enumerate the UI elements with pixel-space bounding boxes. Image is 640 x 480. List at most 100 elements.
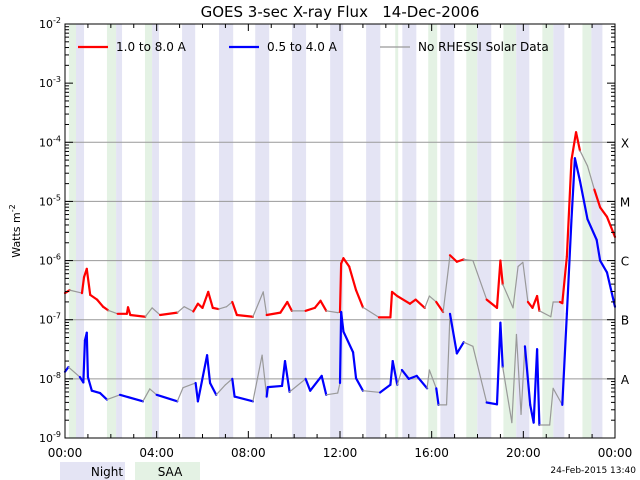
long-channel-segment [159,311,179,317]
short-channel-segment [215,384,227,396]
short-channel-segment [288,378,307,393]
long-channel-segment [342,257,351,268]
short-channel-segment [337,382,341,394]
short-channel-segment [82,339,87,384]
long-channel-segment [313,299,322,309]
long-channel-segment [593,188,602,209]
flux-series [63,131,617,427]
short-channel-segment [445,313,451,406]
night-band [219,24,234,438]
short-channel-segment [85,331,90,379]
short-channel-segment [407,374,418,380]
long-channel-segment [319,299,328,312]
long-channel-segment [68,289,83,294]
x-tick-label: 08:00 [231,446,266,460]
short-channel-segment [149,388,158,396]
flare-class-labels: X M C B A [620,136,630,387]
night-band [516,24,530,438]
long-channel-segment [265,311,282,317]
short-channel-segment [63,365,70,373]
short-channel-segment [205,354,212,385]
long-channel-segment [605,215,617,239]
saa-band [68,24,76,438]
short-channel-segment [309,374,323,392]
short-channel-segment [499,321,504,369]
night-band [366,24,381,438]
axis-ticks [64,24,616,439]
long-channel-segment [231,300,238,317]
long-channel-segment [354,289,365,309]
long-channel-segment [550,301,554,318]
y-tick-labels: 10-2 10-3 10-4 10-5 10-6 10-7 10-8 10-9 [39,16,61,445]
long-channel-segment [262,291,268,316]
long-channel-segment [348,265,358,292]
x-tick-label: 20:00 [506,446,541,460]
legend-label: 1.0 to 8.0 A [116,40,187,54]
short-channel-segment [391,360,399,386]
saa-band [144,24,153,438]
long-channel-segment [325,310,339,314]
long-channel-segment [144,307,153,318]
short-channel-segment [338,310,343,385]
chart-title: GOES 3-sec X-ray Flux 14-Dec-2006 [201,3,480,21]
class-label-c: C [621,255,629,269]
short-channel-segment [379,383,392,394]
short-channel-segment [599,259,609,274]
short-channel-segment [196,354,209,403]
night-band [402,24,417,438]
long-channel-segment [455,258,465,263]
night-band [591,24,603,438]
short-channel-segment [182,382,197,389]
night-band [440,24,455,438]
short-channel-segment [472,345,488,404]
short-channel-segment [463,341,474,347]
night-legend-label: Night [91,465,124,479]
class-label-b: B [621,314,629,328]
y-tick-label: 10-4 [39,134,61,149]
night-band [255,24,270,438]
night-band [182,24,196,438]
short-channel-segment [90,389,102,395]
long-channel-segment [252,291,264,318]
x-tick-label: 12:00 [323,446,358,460]
short-channel-segment [325,392,339,396]
long-channel-segment [396,294,411,305]
saa-band [395,24,399,438]
x-tick-label: 04:00 [139,446,174,460]
night-band [477,24,492,438]
short-channel-segment [106,394,121,401]
short-channel-segment [565,218,573,315]
y-tick-label: 10-8 [39,371,61,386]
short-channel-segment [142,388,151,402]
short-channel-segment [515,333,522,415]
long-channel-segment [579,149,589,167]
short-channel-segment [561,312,568,406]
long-channel-segment [225,301,233,308]
short-channel-segment [485,401,499,406]
short-channel-segment [340,310,345,333]
short-channel-segment [502,366,513,424]
y-tick-label: 10-5 [39,193,61,208]
y-tick-label: 10-9 [39,430,61,445]
y-tick-label: 10-7 [39,312,61,327]
short-channel-segment [435,387,440,406]
short-channel-segment [208,381,218,396]
long-channel-segment [101,305,110,312]
short-channel-segment [573,157,582,182]
short-channel-segment [155,393,179,403]
short-channel-segment [549,387,554,426]
class-label-a: A [621,373,630,387]
long-channel-segment [217,306,228,310]
short-channel-segment [426,369,430,389]
long-channel-segment [201,290,210,309]
long-channel-segment [535,294,541,312]
short-channel-segment [265,386,269,398]
saa-band [582,24,592,438]
short-channel-segment [511,333,518,424]
night-legend-swatch [60,462,125,480]
long-channel-segment [561,255,568,305]
long-channel-segment [512,265,519,309]
long-channel-segment [448,254,458,263]
long-channel-segment [522,261,529,303]
